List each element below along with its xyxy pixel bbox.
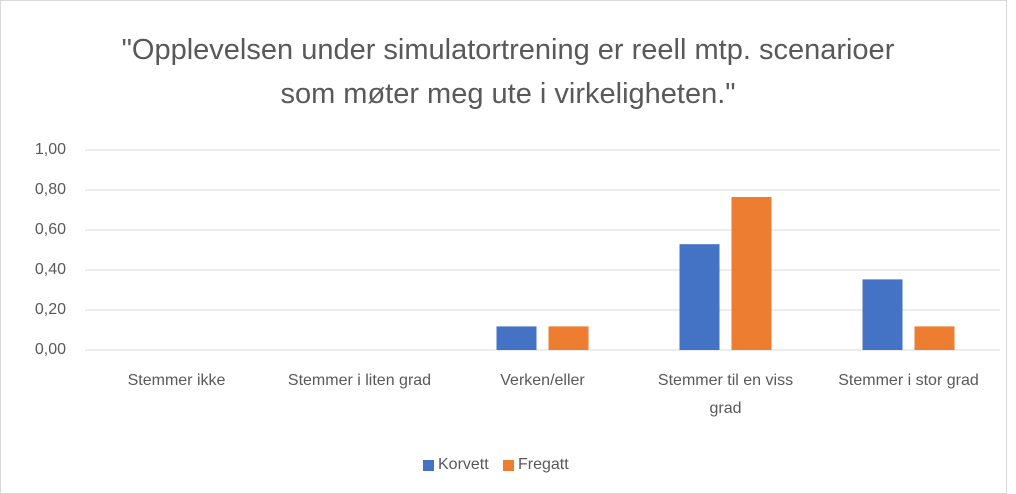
y-tick-label: 0,60 [34, 221, 66, 238]
bar [862, 279, 903, 350]
x-tick-label: Stemmer i stor grad [838, 372, 979, 389]
bar [914, 326, 955, 350]
y-tick-label: 0,40 [34, 261, 66, 278]
x-tick-label: Verken/eller [500, 372, 585, 389]
bar [496, 326, 537, 350]
y-tick-label: 0,00 [34, 341, 66, 358]
bar [548, 326, 589, 350]
legend-label: Fregatt [518, 456, 569, 473]
x-tick-label: Stemmer ikke [127, 372, 226, 389]
legend-item: Korvett [423, 454, 489, 476]
legend-swatch [423, 459, 434, 471]
legend-swatch [503, 459, 514, 471]
x-tick-label: Stemmer i liten grad [287, 372, 432, 389]
chart-title: "Opplevelsen under simulatortrening er r… [121, 34, 895, 110]
bar [731, 197, 772, 350]
y-tick-label: 0,80 [34, 181, 66, 198]
legend-item: Fregatt [503, 454, 569, 476]
bar [679, 244, 720, 350]
legend-label: Korvett [438, 456, 489, 473]
x-tick-label: Stemmer til en viss grad [657, 372, 794, 417]
y-tick-label: 1,00 [34, 141, 66, 158]
y-tick-label: 0,20 [34, 301, 66, 318]
